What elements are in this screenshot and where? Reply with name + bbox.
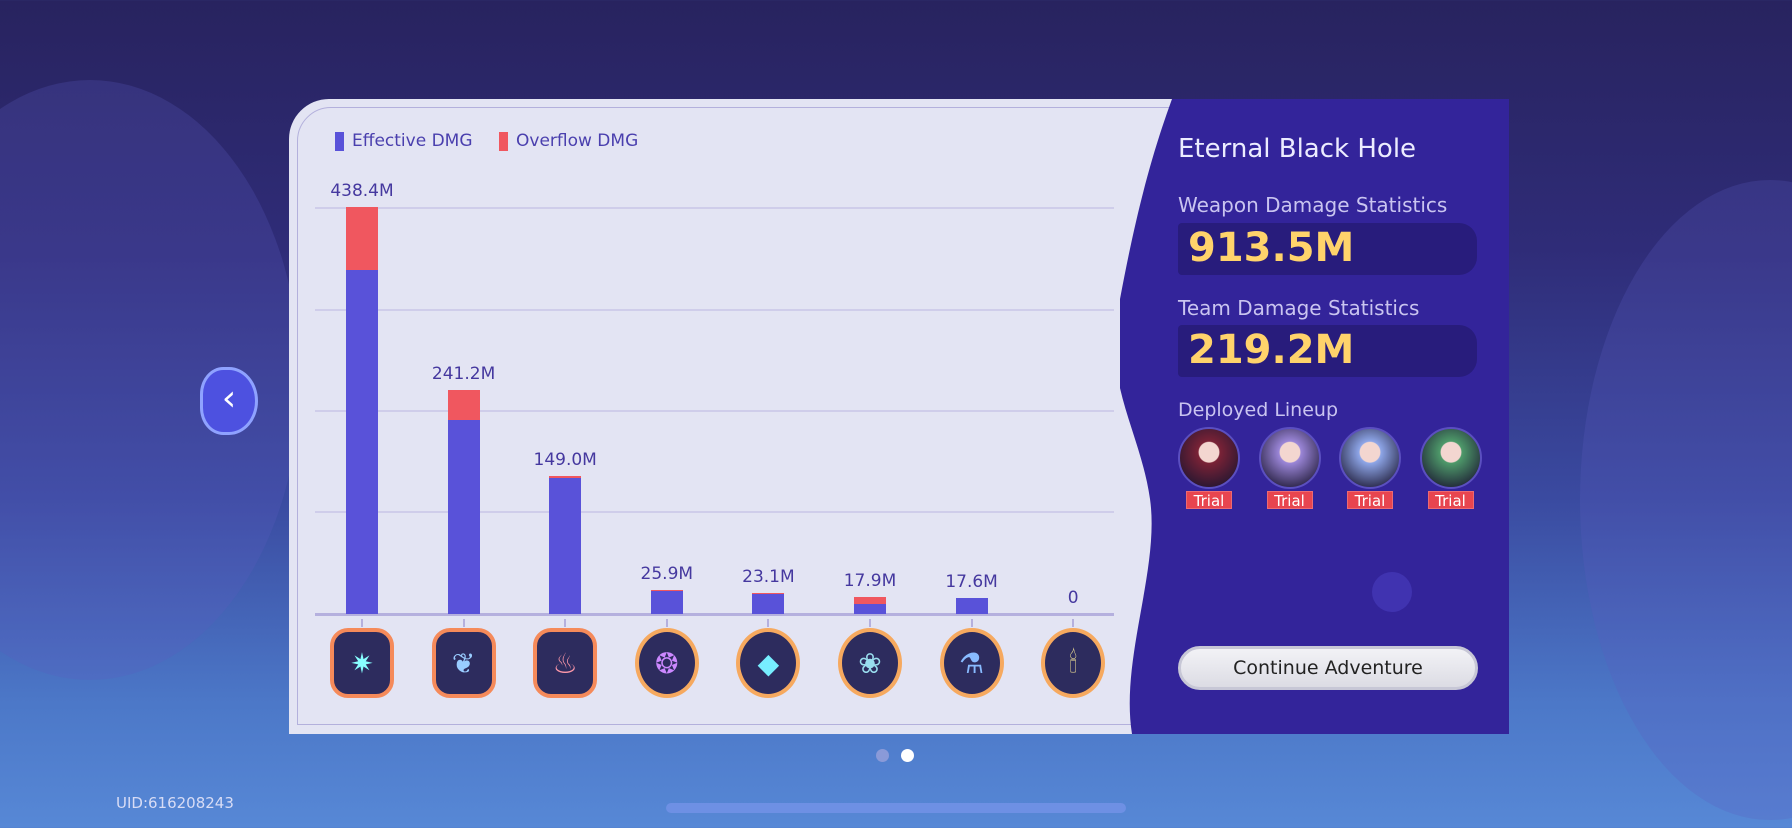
thorn-wreath-icon[interactable]: ❂ [634,628,699,698]
dragon-flask-icon[interactable]: ♨ [533,628,598,698]
bar-value-label: 23.1M [742,566,795,587]
gridline [315,511,1114,513]
thorn-ring-icon[interactable]: ✷ [330,628,394,698]
bar-effective [854,603,886,614]
bar-effective [549,477,582,614]
x-axis [315,613,1114,616]
weapon-damage-label: Weapon Damage Statistics [1178,193,1448,217]
gridline [315,410,1114,412]
legend-label: Effective DMG [352,131,473,151]
bar-overflow [854,597,886,604]
bar-effective [447,419,480,614]
bar-effective [955,597,988,614]
canister-icon[interactable]: ⚗ [939,628,1004,698]
gridline [315,309,1114,311]
gridline [315,207,1114,209]
x-tick [564,619,567,627]
lineup-avatar[interactable] [1178,427,1240,489]
x-tick [869,619,871,627]
team-damage-box: 219.2M [1178,325,1477,377]
weapon-damage-box: 913.5M [1178,223,1477,275]
x-tick [1072,619,1075,627]
candle-icon[interactable]: 🕯 [1041,628,1106,698]
team-damage-value: 219.2M [1188,327,1355,373]
bar-value-label: 241.2M [431,364,496,385]
legend-effective: Effective DMG [335,131,473,151]
x-tick [361,619,363,627]
x-tick [665,619,668,627]
crystal-shard-icon[interactable]: ◆ [736,628,801,698]
lineup-avatar[interactable] [1419,427,1482,489]
bar-value-label: 438.4M [330,181,394,201]
bar-value-label: 17.6M [945,571,998,592]
legend-label: Overflow DMG [516,131,639,151]
team-damage-label: Team Damage Statistics [1178,296,1420,320]
x-tick [462,619,465,627]
bar-value-label: 25.9M [640,563,694,584]
legend-overflow: Overflow DMG [499,131,638,151]
bg-decoration [1580,180,1792,820]
page-dot-1[interactable] [876,749,889,762]
bar-overflow [650,589,683,591]
bar-overflow [346,207,378,270]
weapon-damage-value: 913.5M [1188,225,1355,271]
bar-overflow [752,592,785,594]
trial-badge: Trial [1427,491,1474,510]
home-indicator[interactable] [666,803,1126,813]
bar-value-label: 149.0M [533,449,597,470]
x-tick [970,619,973,627]
lineup-avatar[interactable] [1258,427,1321,489]
lineup-avatar[interactable] [1339,427,1401,489]
bar-value-label: 0 [1067,588,1079,608]
bar-overflow [447,390,480,420]
trial-badge: Trial [1347,491,1393,510]
back-button[interactable]: ‹ [200,367,258,435]
trial-badge: Trial [1186,491,1232,510]
bar-effective [346,269,378,614]
bar-overflow [549,475,582,478]
bg-decoration [0,80,300,680]
bar-effective [650,590,683,614]
page-dot-2-active[interactable] [901,749,914,762]
uid-label: UID:616208243 [116,794,234,812]
x-tick [767,619,770,627]
trial-badge: Trial [1266,491,1313,510]
shell-icon[interactable]: ❀ [838,628,902,698]
feather-ring-icon[interactable]: ❦ [431,628,496,698]
chevron-left-icon: ‹ [221,378,237,419]
bar-value-label: 17.9M [843,571,897,592]
stage-title: Eternal Black Hole [1178,134,1417,164]
lineup-label: Deployed Lineup [1178,399,1339,421]
continue-adventure-button[interactable]: Continue Adventure [1178,646,1478,690]
bar-effective [752,593,785,614]
